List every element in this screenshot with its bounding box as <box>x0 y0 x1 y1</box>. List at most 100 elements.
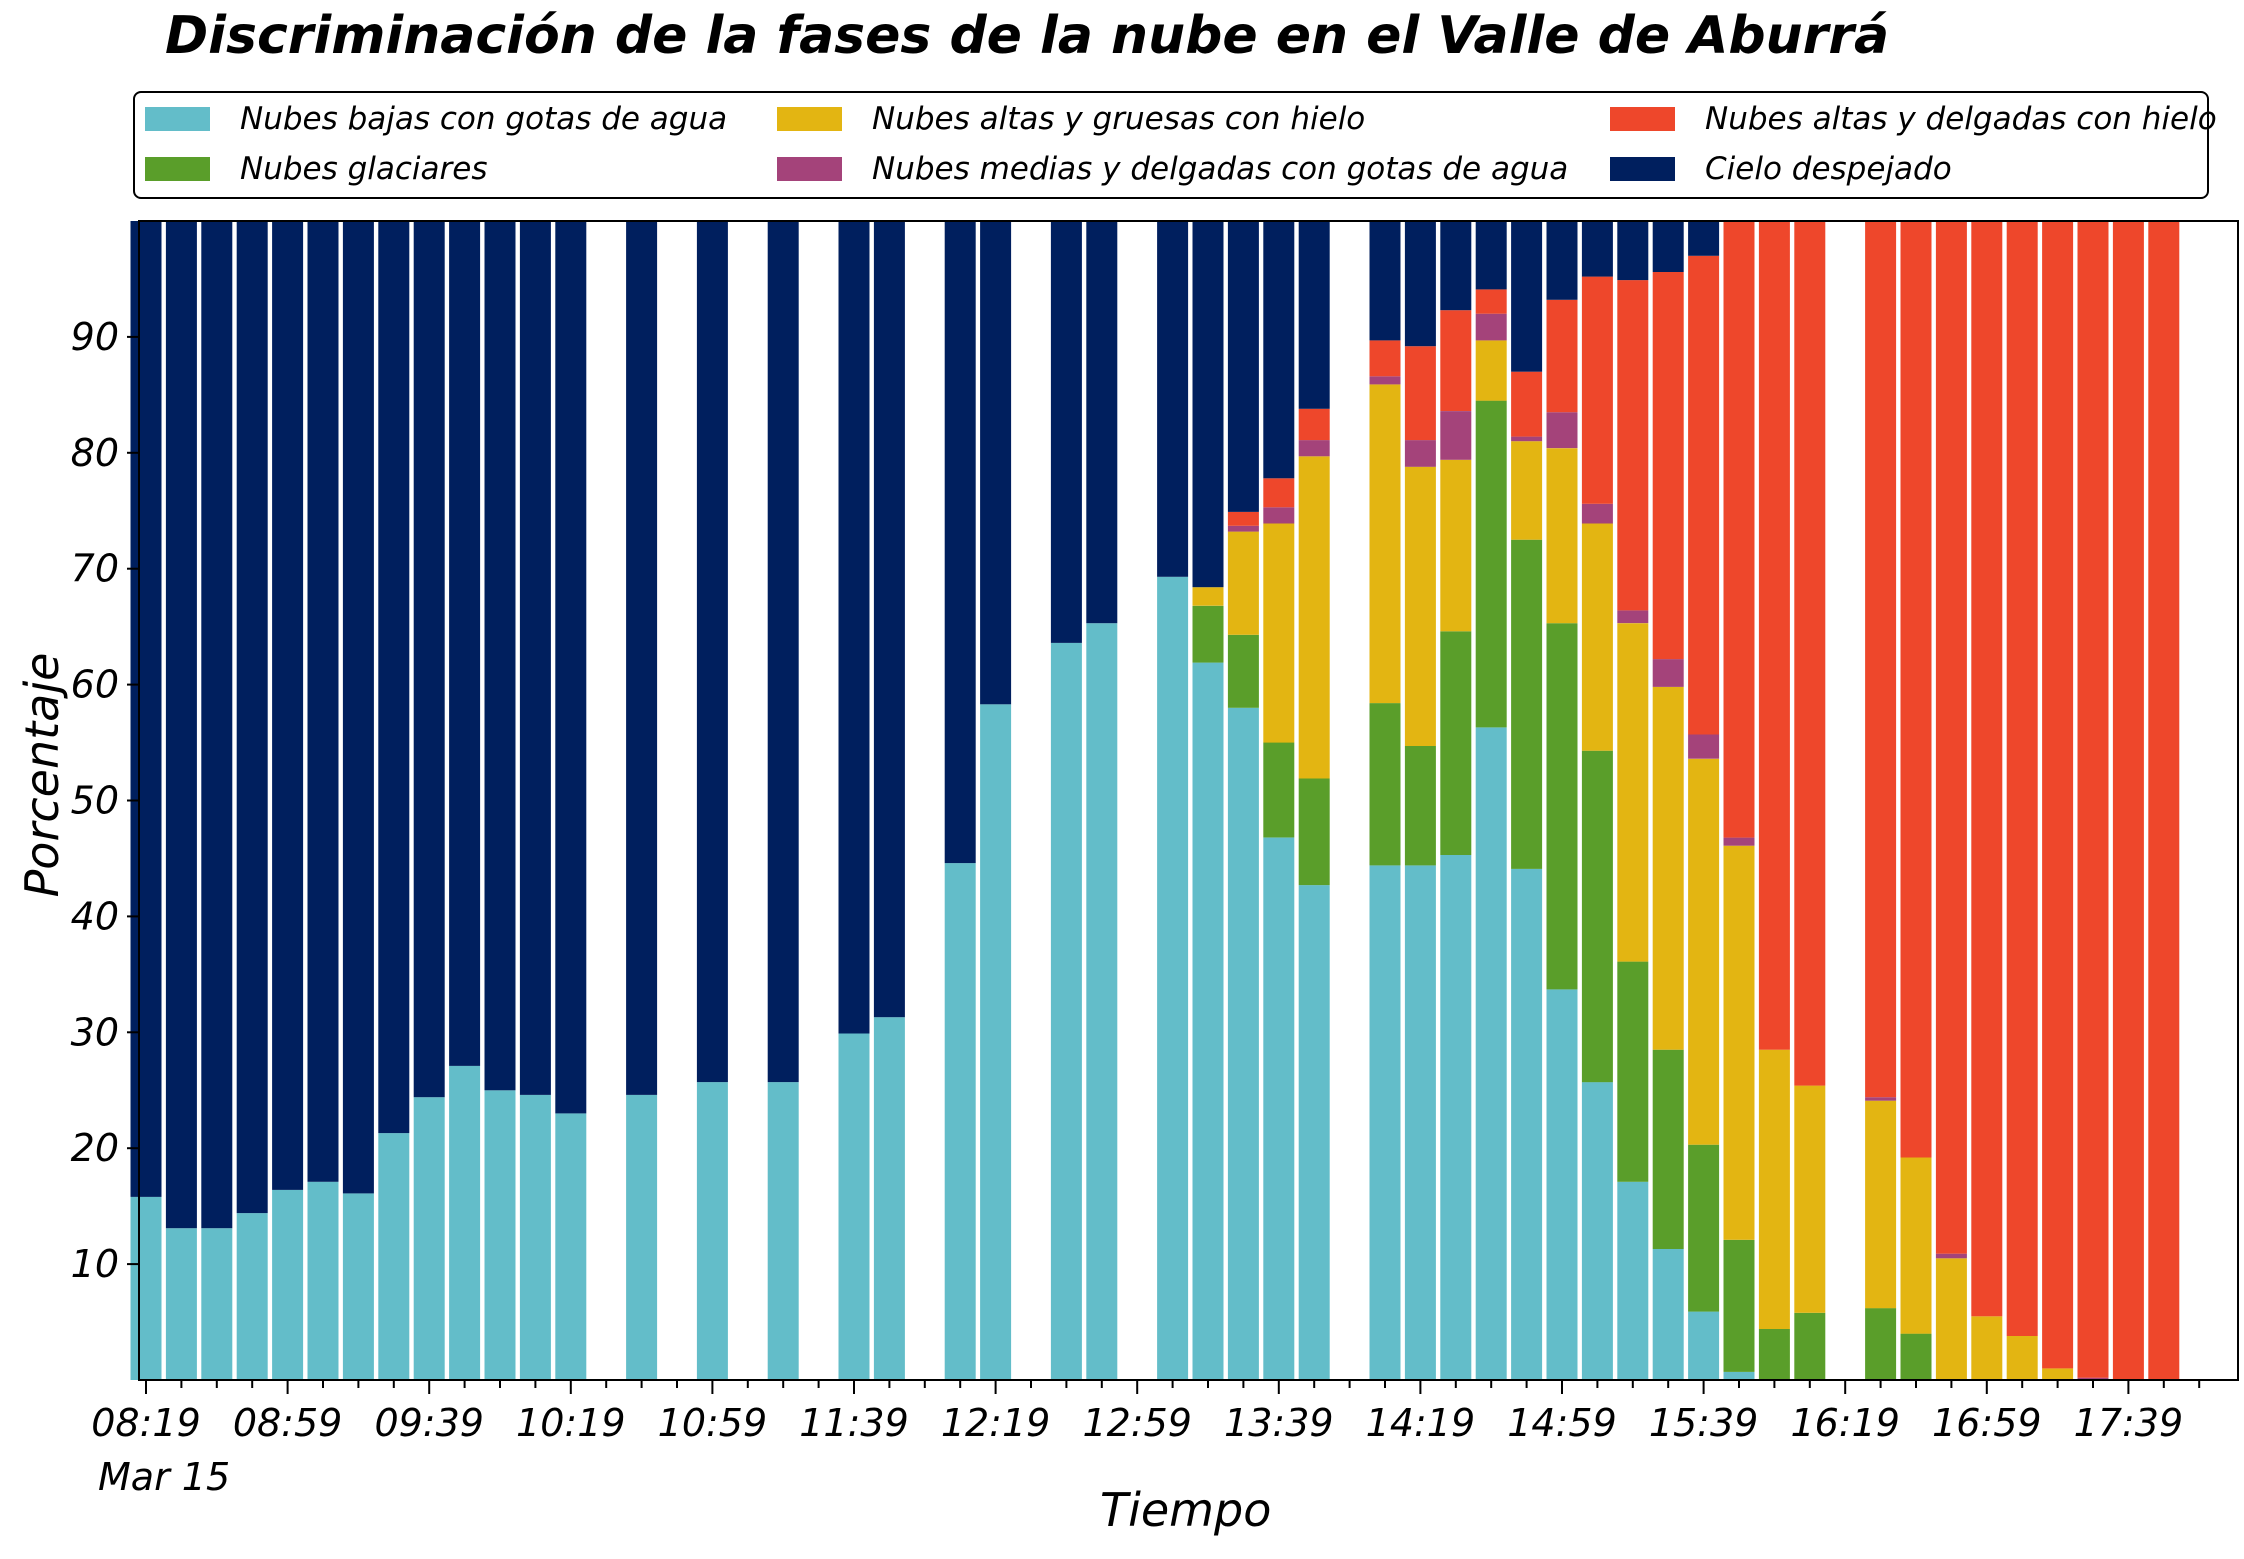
bar-segment <box>1475 221 1507 290</box>
bar-segment <box>1581 221 1613 277</box>
bar-segment <box>1617 610 1649 624</box>
legend-swatch <box>1610 107 1675 131</box>
y-axis-label: Porcentaje <box>15 652 69 898</box>
bar-segment <box>378 1133 410 1380</box>
bar-segment <box>626 221 658 1095</box>
y-tick-label: 40 <box>71 894 119 938</box>
bar-segment <box>1652 659 1684 687</box>
bar-stack <box>2148 221 2180 1380</box>
bar-segment <box>1617 280 1649 611</box>
bar-segment <box>1404 221 1436 347</box>
bar-segment <box>1723 1371 1755 1380</box>
legend: Nubes bajas con gotas de agua Nubes glaci… <box>133 91 2217 199</box>
bar-segment <box>1157 576 1189 1380</box>
bar-segment <box>1546 623 1578 990</box>
bar-segment <box>1900 1157 1932 1334</box>
bar-segment <box>1652 686 1684 1050</box>
y-tick-label: 20 <box>71 1126 119 1170</box>
legend-item: Nubes altas y delgadas con hielo <box>1610 99 2217 139</box>
bar-stack <box>1298 221 1330 1380</box>
y-tick-label: 50 <box>71 779 119 823</box>
bar-stack <box>1723 221 1755 1380</box>
bar-stack <box>449 221 481 1380</box>
bar-segment <box>1298 456 1330 779</box>
bar-segment <box>1298 408 1330 441</box>
bar-segment <box>519 1094 551 1380</box>
bar-stack <box>1581 221 1613 1380</box>
x-tick-label: 16:59 <box>1932 1401 2042 1445</box>
bar-segment <box>1688 1144 1720 1312</box>
bar-segment <box>1369 221 1401 341</box>
bar-segment <box>1511 539 1543 869</box>
bar-segment <box>1865 1097 1897 1101</box>
bar-segment <box>413 1097 445 1380</box>
bar-segment <box>1298 885 1330 1380</box>
bar-segment <box>944 863 976 1380</box>
bar-segment <box>1688 1311 1720 1380</box>
bar-segment <box>1758 1329 1790 1380</box>
legend-item: Nubes altas y gruesas con hielo <box>777 99 1365 139</box>
bar-segment <box>1511 371 1543 437</box>
bar-segment <box>1440 855 1472 1380</box>
bar-segment <box>838 221 870 1034</box>
bar-segment <box>1688 255 1720 735</box>
bar-stack <box>2077 221 2109 1380</box>
bar-stack <box>1971 221 2003 1380</box>
bar-segment <box>1086 623 1118 1380</box>
bar-segment <box>1440 411 1472 460</box>
bar-segment <box>1369 384 1401 704</box>
bar-segment <box>1900 221 1932 1158</box>
bar-stack <box>1546 221 1578 1380</box>
legend-swatch <box>145 157 210 181</box>
bar-segment <box>1157 221 1189 577</box>
bar-segment <box>1227 707 1259 1380</box>
bar-stack <box>696 221 728 1380</box>
bar-segment <box>2077 221 2109 1378</box>
bar-segment <box>1935 221 1967 1254</box>
bar-segment <box>1298 440 1330 457</box>
bar-segment <box>873 1017 905 1380</box>
bar-segment <box>1227 525 1259 532</box>
bar-stack <box>1086 221 1118 1380</box>
x-tick-label: 17:39 <box>2074 1401 2184 1445</box>
legend-item: Cielo despejado <box>1610 149 1952 189</box>
bar-segment <box>1369 376 1401 385</box>
bar-segment <box>484 221 516 1091</box>
bar-segment <box>272 1189 304 1380</box>
bar-stack <box>519 221 551 1380</box>
x-tick-label: 10:19 <box>516 1401 626 1445</box>
bar-stack <box>342 221 374 1380</box>
bar-segment <box>1192 605 1224 663</box>
bar-segment <box>1227 634 1259 708</box>
bar-stack <box>130 221 162 1380</box>
bar-segment <box>1475 400 1507 728</box>
bar-segment <box>2112 221 2144 1380</box>
bar-stack <box>1050 221 1082 1380</box>
legend-label: Nubes medias y delgadas con gotas de agu… <box>872 151 1569 187</box>
bar-stack <box>1263 221 1295 1380</box>
bar-segment <box>555 1113 587 1380</box>
bar-segment <box>1723 845 1755 1240</box>
bar-segment <box>1227 221 1259 512</box>
y-tick-label: 70 <box>71 547 119 591</box>
bar-segment <box>1971 221 2003 1317</box>
legend-swatch <box>1610 157 1675 181</box>
bar-segment <box>342 1193 374 1380</box>
bar-segment <box>236 221 268 1214</box>
bar-segment <box>1369 340 1401 377</box>
bar-segment <box>2148 221 2180 1380</box>
bar-segment <box>1971 1316 2003 1380</box>
bar-stack <box>1900 221 1932 1380</box>
y-tick-label: 80 <box>71 431 119 475</box>
bar-segment <box>307 221 339 1182</box>
bar-segment <box>980 221 1012 705</box>
bar-segment <box>1263 837 1295 1380</box>
bar-segment <box>1404 440 1436 467</box>
bar-segment <box>1581 523 1613 751</box>
bar-segment <box>767 221 799 1083</box>
bar-segment <box>1475 727 1507 1380</box>
bar-segment <box>307 1181 339 1380</box>
chart-title: Discriminación de la fases de la nube en… <box>165 6 1890 66</box>
bar-segment <box>1263 478 1295 508</box>
legend-label: Nubes altas y gruesas con hielo <box>872 101 1366 137</box>
